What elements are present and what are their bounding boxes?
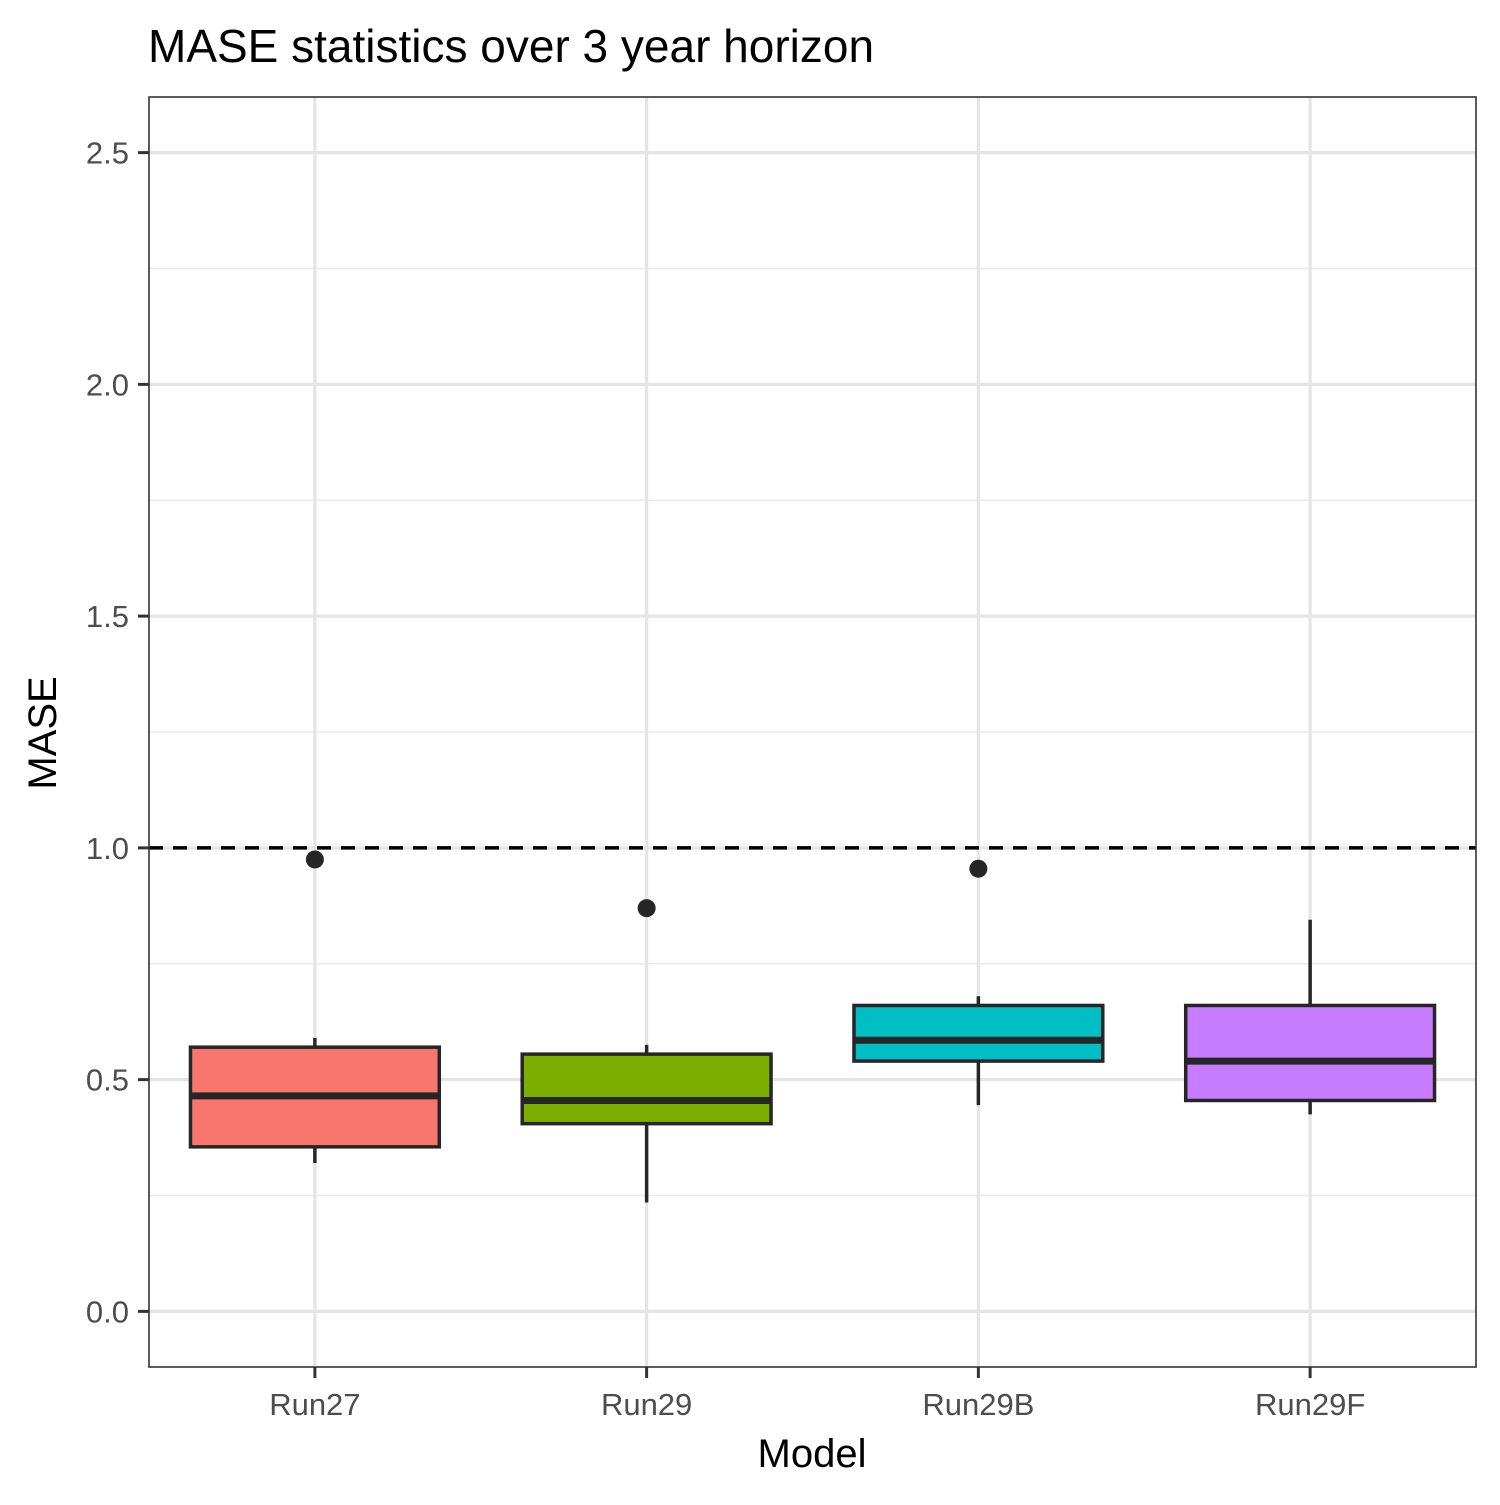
x-axis-title: Model — [758, 1432, 867, 1476]
chart-title: MASE statistics over 3 year horizon — [148, 20, 874, 72]
box-Run29 — [520, 1052, 773, 1126]
box-Run29B — [852, 1003, 1105, 1063]
plot-panel-border — [148, 96, 1477, 1368]
y-tick-label: 0.5 — [86, 1063, 129, 1098]
x-tick-label: Run29B — [922, 1387, 1034, 1422]
y-tick-label: 2.0 — [86, 367, 129, 402]
y-axis-title: MASE — [21, 676, 65, 789]
outlier-point — [969, 859, 988, 878]
y-tick-label: 1.5 — [86, 599, 129, 634]
x-tick-label: Run29F — [1255, 1387, 1365, 1422]
x-tick-label: Run27 — [269, 1387, 360, 1422]
x-tick-label: Run29 — [601, 1387, 692, 1422]
y-tick-label: 2.5 — [86, 136, 129, 171]
outlier-point — [637, 899, 656, 918]
y-tick-label: 0.0 — [86, 1294, 129, 1329]
plot-area: 0.0 0.5 1.0 1.5 2.0 2.5 Run27 Run29 Run29B Run29F — [86, 96, 1477, 1422]
outlier-point — [305, 850, 324, 869]
y-tick-label: 1.0 — [86, 831, 129, 866]
box-Run29F — [1183, 1003, 1437, 1103]
